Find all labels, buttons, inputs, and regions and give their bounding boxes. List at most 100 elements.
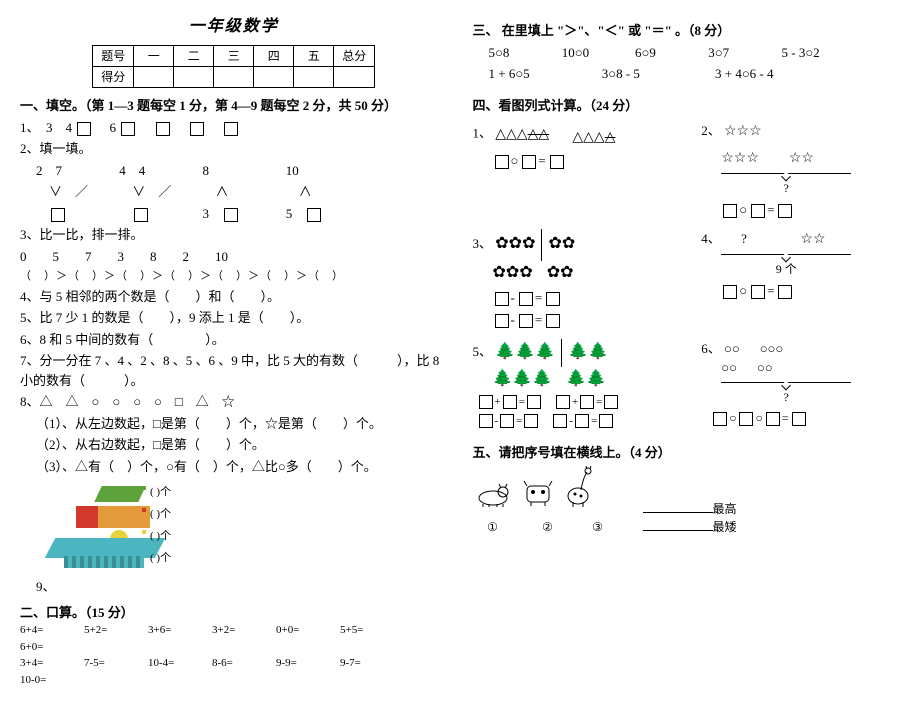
section-4-head: 四、看图列式计算。（24 分） [473, 96, 901, 116]
cmp[interactable]: 3○7 [708, 43, 778, 63]
q3-nums: 0 5 7 3 8 2 10 [20, 247, 448, 267]
q5: 5、比 7 少 1 的数是（ ），9 添上 1 是（ ）。 [20, 308, 448, 328]
section-1-head: 一、填空。（第 1—3 题每空 1 分，第 4—9 题每空 2 分，共 50 分… [20, 96, 448, 116]
section-5-head: 五、请把序号填在横线上。（4 分） [473, 443, 901, 463]
s4-q5-label: 5、 [473, 343, 493, 358]
cmp[interactable]: 6○9 [635, 43, 705, 63]
q2-b2: 3 [203, 206, 210, 221]
block-label-3[interactable]: ( )个 [150, 550, 171, 567]
calc[interactable]: 3+2= [212, 622, 276, 639]
s3-row1: 5○8 10○0 6○9 3○7 5 - 3○2 [489, 43, 901, 63]
score-h1: 一 [134, 46, 174, 67]
q1-text: 1、 3 4 [20, 120, 72, 135]
score-cell[interactable] [174, 67, 214, 88]
q2-head: 2、填一填。 [20, 139, 448, 159]
calc[interactable]: 6+4= [20, 622, 84, 639]
calc[interactable]: 10-4= [148, 655, 212, 672]
blank-box[interactable] [307, 208, 321, 222]
score-cell[interactable] [214, 67, 254, 88]
tall-label: 最高 [713, 502, 737, 516]
blank-box[interactable] [224, 208, 238, 222]
eq[interactable]: -= -= [477, 413, 682, 430]
q2-n0: 2 7 [36, 161, 116, 181]
calc[interactable]: 10-0= [20, 672, 84, 689]
s4-q1-label: 1、 [473, 125, 493, 140]
calc-row-1: 6+4= 5+2= 3+6= 3+2= 0+0= 5+5= 6+0= [20, 622, 448, 655]
q8-2: （2）、从右边数起，□是第（ ）个。 [36, 435, 448, 455]
eq[interactable]: += += [477, 394, 682, 411]
tall-blank[interactable] [643, 512, 713, 513]
page-title: 一年级数学 [20, 15, 448, 39]
calc[interactable]: 6+0= [20, 639, 84, 656]
score-h3: 三 [214, 46, 254, 67]
blank-box[interactable] [51, 208, 65, 222]
score-row-label: 得分 [93, 67, 134, 88]
section-2-head: 二、口算。（15 分） [20, 603, 448, 623]
animals-figure [473, 466, 613, 514]
q2-n3: 10 [286, 161, 346, 181]
s5-content: ① ② ③ 最高 最矮 [473, 462, 901, 536]
score-h2: 二 [174, 46, 214, 67]
eq[interactable]: ○○= [711, 409, 900, 427]
cmp[interactable]: 3 + 4○6 - 4 [715, 64, 835, 84]
calc[interactable]: 5+2= [84, 622, 148, 639]
blank-box[interactable] [156, 122, 170, 136]
blank-box[interactable] [134, 208, 148, 222]
s4-q4: 4、 ? ☆☆ 9 个 ○= [701, 229, 900, 333]
num-3: ③ [583, 518, 613, 536]
animal-numbers: ① ② ③ [473, 518, 613, 536]
score-cell[interactable] [254, 67, 294, 88]
calc[interactable]: 3+4= [20, 655, 84, 672]
cmp[interactable]: 3○8 - 5 [602, 64, 712, 84]
q-mark: ? [721, 179, 851, 197]
score-table: 题号 一 二 三 四 五 总分 得分 [92, 45, 375, 88]
short-label: 最矮 [713, 520, 737, 534]
s3-row2: 1 + 6○5 3○8 - 5 3 + 4○6 - 4 [489, 64, 901, 84]
q8-1: （1）、从左边数起，□是第（ ）个，☆是第（ ）个。 [36, 414, 448, 434]
score-cell[interactable] [134, 67, 174, 88]
q4: 4、与 5 相邻的两个数是（ ）和（ ）。 [20, 287, 448, 307]
s4-q6: 6、 ○○○○○ ○○○○ ? ○○= [701, 339, 900, 433]
blank-box[interactable] [190, 122, 204, 136]
q7: 7、分一分在 7 、4 、2 、8 、5 、6 、9 中，比 5 大的有数（ ）… [20, 351, 448, 390]
calc[interactable]: 0+0= [276, 622, 340, 639]
calc[interactable]: 9-9= [276, 655, 340, 672]
cmp[interactable]: 5 - 3○2 [782, 43, 862, 63]
block-label-0[interactable]: ( )个 [150, 484, 171, 501]
eq[interactable]: ○= [721, 200, 900, 220]
score-h5: 五 [294, 46, 334, 67]
blocks-figure: ( )个 ( )个 ( )个 ( )个 [40, 480, 190, 575]
section-3-head: 三、 在里填上 "＞"、"＜" 或 "＝" 。（8 分） [473, 21, 901, 41]
num-1: ① [473, 518, 513, 536]
calc[interactable]: 3+6= [148, 622, 212, 639]
eq[interactable]: -= [493, 288, 682, 308]
score-h4: 四 [254, 46, 294, 67]
blank-box[interactable] [121, 122, 135, 136]
calc-row-2: 3+4= 7-5= 10-4= 8-6= 9-9= 9-7= 10-0= [20, 655, 448, 688]
cmp[interactable]: 10○0 [562, 43, 632, 63]
right-column: 三、 在里填上 "＞"、"＜" 或 "＝" 。（8 分） 5○8 10○0 6○… [473, 15, 901, 688]
q3-fill[interactable]: （ ）＞（ ）＞（ ）＞（ ）＞（ ）＞（ ）＞（ ） [20, 268, 448, 285]
calc[interactable]: 5+5= [340, 622, 404, 639]
q2-vee-row: ∨ ／ ∨ ／ ∧ ∧ [36, 182, 448, 202]
calc[interactable]: 9-7= [340, 655, 404, 672]
q1: 1、 3 4 6 [20, 118, 448, 138]
q8: 8、△ △ ○ ○ ○ ○ □ △ ☆ [20, 392, 448, 412]
blank-box[interactable] [224, 122, 238, 136]
score-cell[interactable] [294, 67, 334, 88]
eq[interactable]: -= [493, 310, 682, 330]
score-cell[interactable] [334, 67, 375, 88]
cmp[interactable]: 5○8 [489, 43, 559, 63]
s4-q5: 5、 🌲🌲🌲🌲🌲 🌲🌲🌲🌲🌲 += += -= -= [473, 339, 682, 433]
block-label-2[interactable]: ( )个 [150, 528, 171, 545]
s4-q1: 1、 △△△△△ △△△△ ○= [473, 121, 682, 223]
eq[interactable]: ○= [721, 281, 900, 301]
blank-box[interactable] [77, 122, 91, 136]
short-blank[interactable] [643, 530, 713, 531]
calc[interactable]: 8-6= [212, 655, 276, 672]
q2-top-row: 2 7 4 4 8 10 [36, 161, 448, 181]
cmp[interactable]: 1 + 6○5 [489, 64, 599, 84]
eq[interactable]: ○= [493, 151, 682, 171]
calc[interactable]: 7-5= [84, 655, 148, 672]
block-label-1[interactable]: ( )个 [150, 506, 171, 523]
